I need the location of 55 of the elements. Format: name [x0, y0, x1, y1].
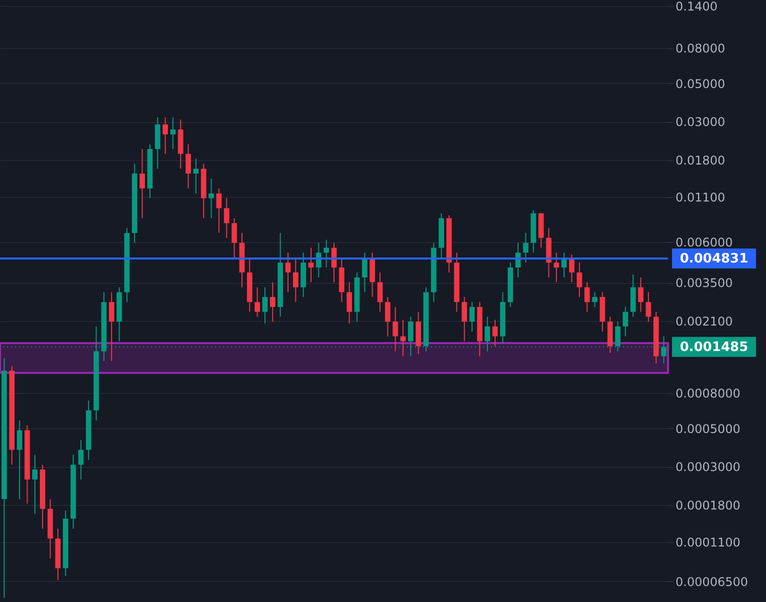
candlestick: [324, 239, 330, 268]
y-tick-label: 0.01800: [676, 153, 726, 168]
candlestick: [392, 306, 398, 352]
candlestick: [292, 257, 298, 303]
y-tick-label: 0.0001800: [676, 498, 740, 513]
candlestick: [462, 296, 468, 342]
candlestick: [638, 276, 644, 312]
candlestick: [108, 292, 114, 362]
candlestick: [346, 282, 352, 324]
candlestick: [32, 454, 38, 514]
y-tick-label: 0.08000: [676, 42, 726, 56]
candlestick: [576, 262, 582, 298]
candlestick: [193, 158, 199, 194]
candlestick: [646, 292, 652, 322]
y-tick-label: 0.0008000: [676, 386, 740, 401]
y-tick-label: 0.05000: [676, 76, 726, 91]
y-tick-label: 0.0001100: [676, 535, 740, 550]
candlestick: [216, 188, 222, 234]
candlestick: [592, 292, 598, 308]
ref-line-label: 0.004831: [680, 251, 748, 266]
candlestick: [208, 178, 214, 219]
candlestick: [285, 252, 291, 293]
candlestick: [186, 144, 191, 189]
candlestick: [622, 306, 628, 337]
candlestick: [523, 232, 528, 264]
candlestick: [584, 282, 590, 312]
y-tick-label: 0.01100: [676, 190, 726, 204]
candlestick: [377, 272, 383, 312]
y-tick-label: 0.006000: [676, 236, 733, 250]
candlestick: [78, 440, 84, 480]
y-tick-label: 0.03000: [676, 115, 726, 130]
candlestick: [270, 282, 276, 322]
candlestick: [254, 286, 260, 318]
y-tick-label: 0.003500: [676, 276, 733, 290]
y-tick-label: 0.1400: [676, 0, 718, 14]
y-tick-label: 0.002100: [676, 314, 733, 328]
candlestick: [469, 302, 475, 332]
candlestick: [162, 116, 168, 154]
candlestick: [262, 286, 268, 324]
y-tick-label: 0.0005000: [676, 422, 740, 436]
y-tick-label: 0.0003000: [676, 460, 740, 474]
candlestick: [385, 296, 390, 337]
candlestick: [308, 247, 314, 283]
candlestick: [16, 420, 22, 500]
candlestick: [224, 198, 230, 238]
y-tick-label: 0.00006500: [676, 574, 748, 589]
candlestick: [232, 218, 237, 258]
candlestick: [140, 148, 145, 219]
candlestick: [554, 252, 560, 283]
candlestick: [400, 319, 406, 357]
candlestick: [170, 116, 176, 150]
candlestick: [362, 252, 368, 293]
candlestick: [569, 254, 574, 283]
candlestick: [492, 319, 498, 347]
ref-line-label: 0.001485: [680, 340, 748, 355]
